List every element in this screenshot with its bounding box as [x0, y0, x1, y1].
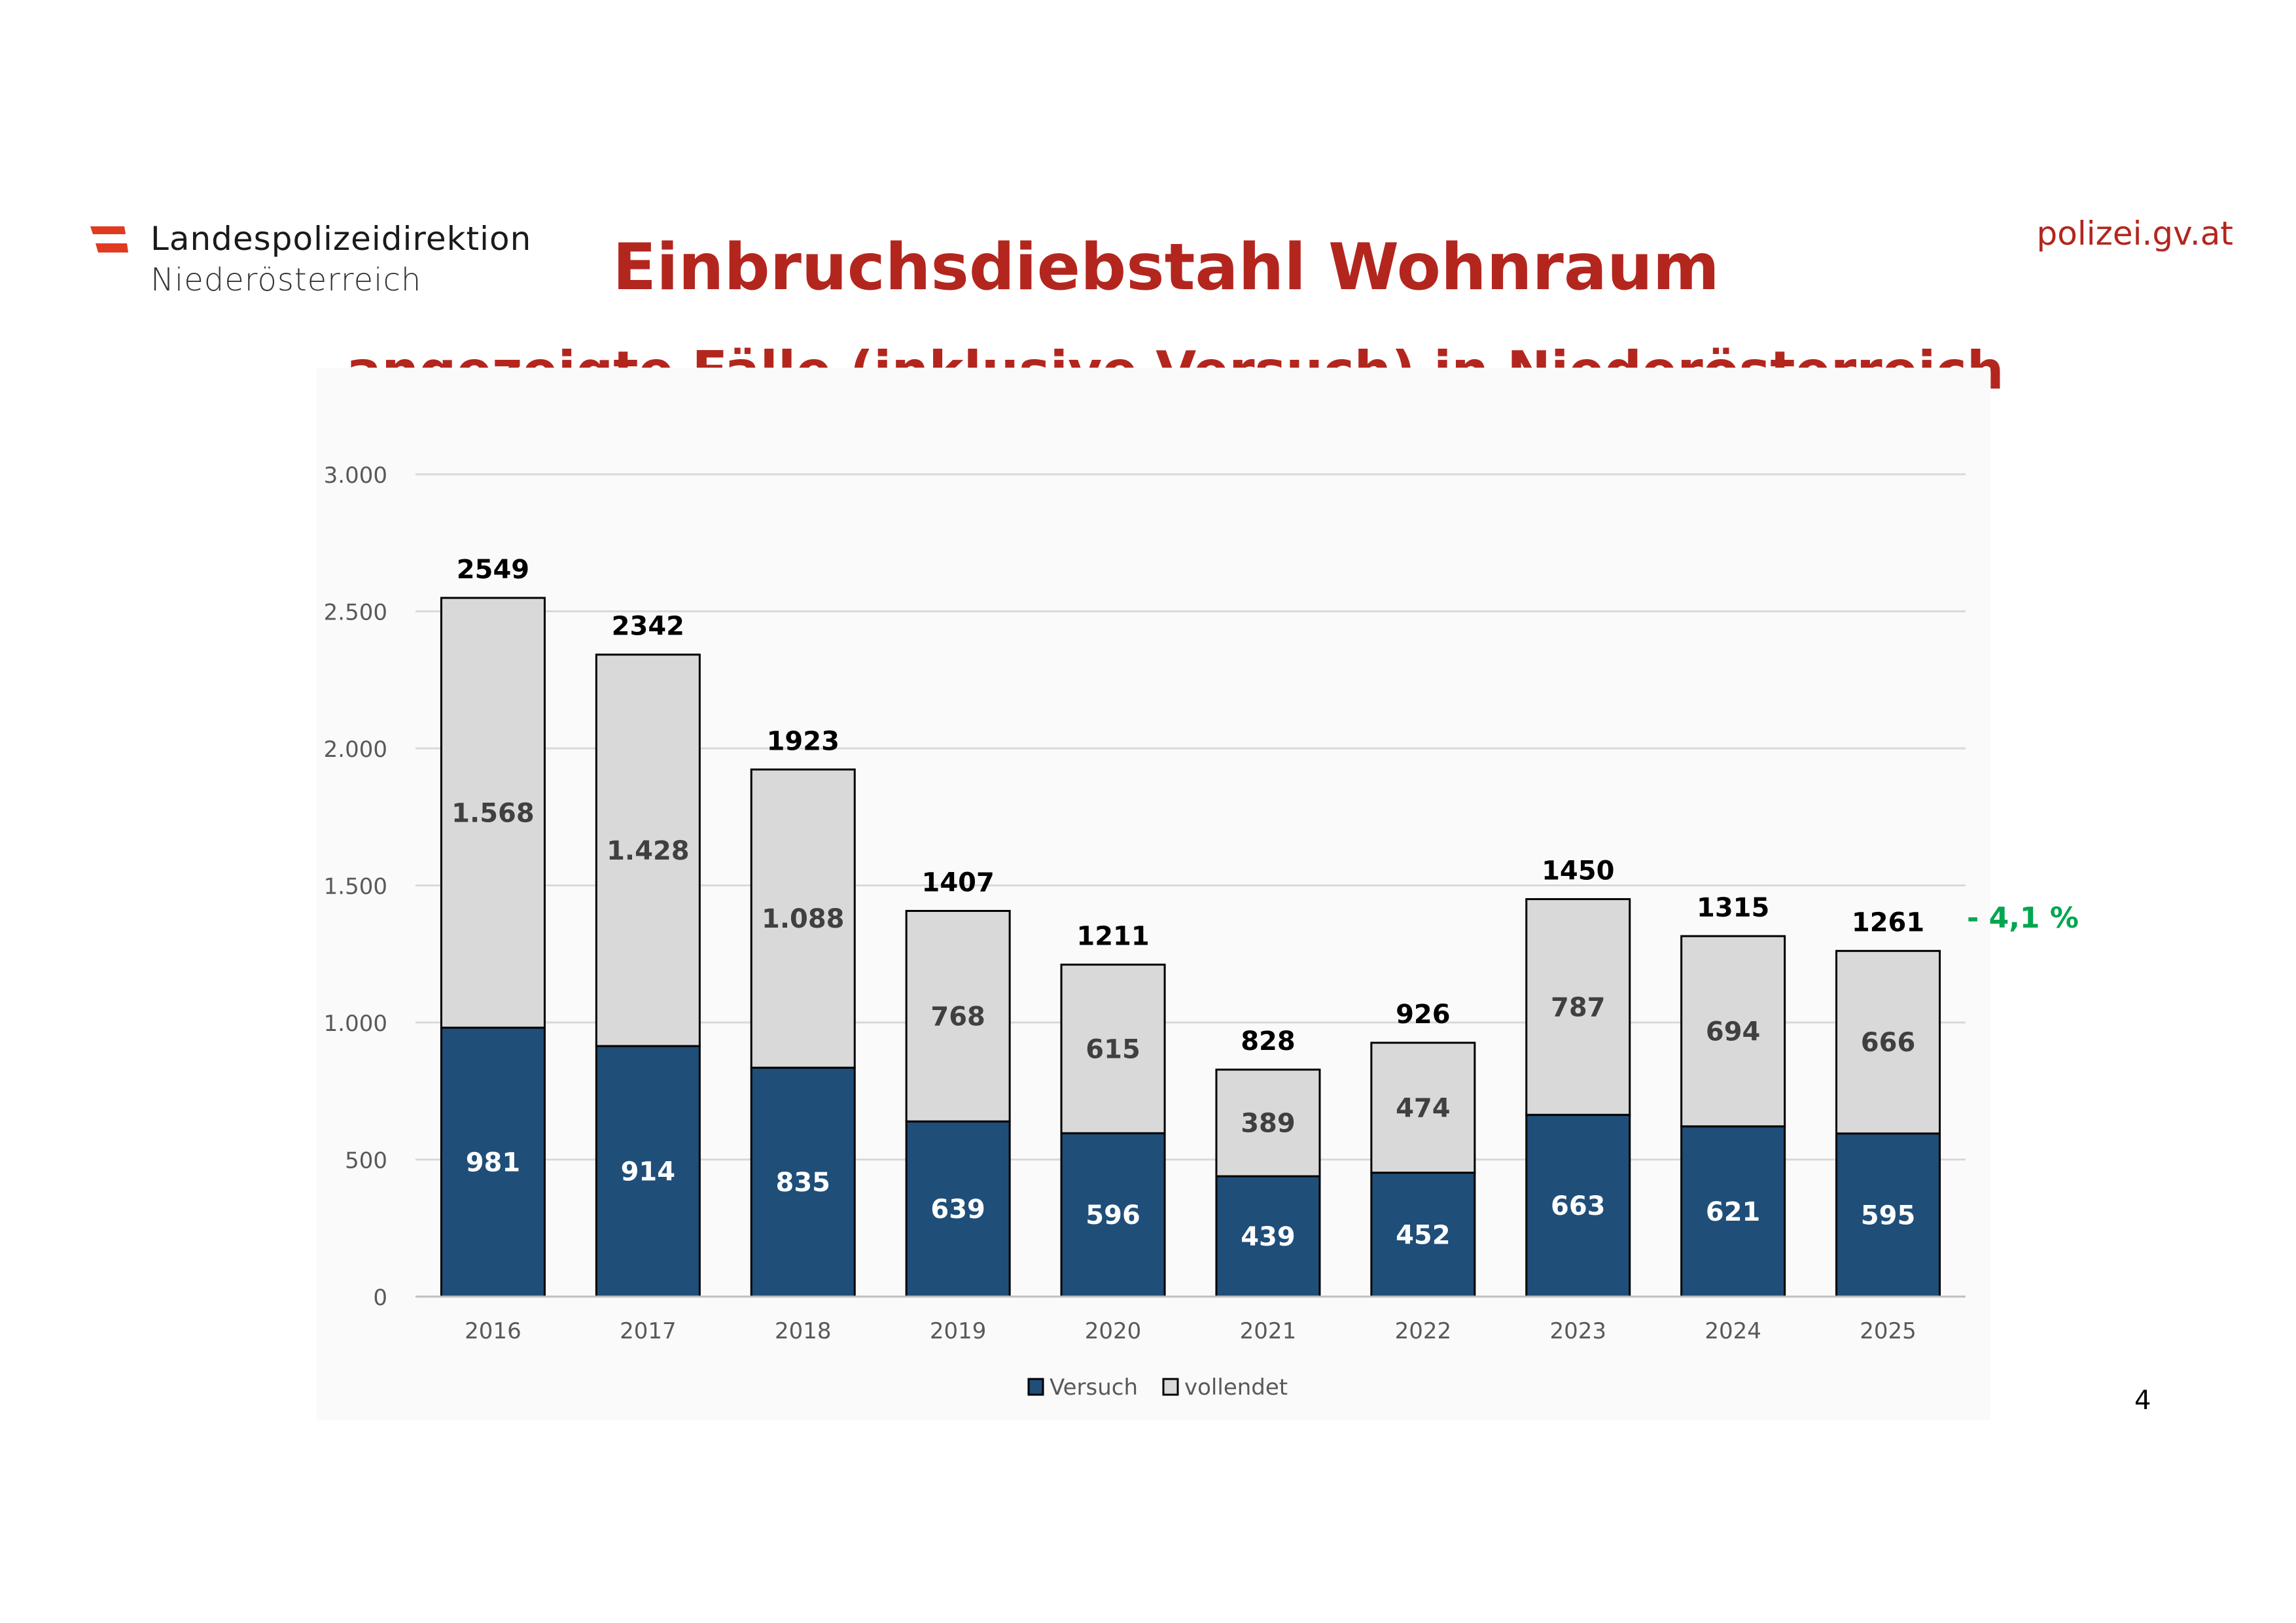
data-label-vollendet: 768 — [930, 1002, 985, 1032]
total-label: 828 — [1241, 1026, 1296, 1056]
data-label-versuch: 914 — [621, 1157, 676, 1187]
total-label: 1315 — [1697, 893, 1769, 923]
data-label-versuch: 835 — [776, 1168, 831, 1198]
y-tick-label: 1.000 — [324, 1011, 387, 1037]
legend-label-versuch: Versuch — [1050, 1374, 1138, 1401]
data-label-vollendet: 474 — [1396, 1093, 1451, 1123]
y-tick-label: 1.500 — [324, 874, 387, 900]
data-label-vollendet: 787 — [1551, 992, 1606, 1022]
bar-versuch — [1835, 1132, 1941, 1298]
bar-versuch — [905, 1120, 1011, 1298]
total-label: 2549 — [457, 555, 529, 585]
x-tick-label: 2023 — [1549, 1318, 1606, 1344]
legend-swatch-vollendet — [1162, 1378, 1179, 1396]
y-tick-label: 2.000 — [324, 737, 387, 763]
x-tick-label: 2021 — [1240, 1318, 1297, 1344]
data-label-vollendet: 1.088 — [762, 904, 845, 934]
data-label-vollendet: 1.428 — [607, 836, 690, 866]
total-label: 926 — [1396, 1000, 1451, 1030]
x-tick-label: 2025 — [1860, 1318, 1916, 1344]
data-label-versuch: 621 — [1706, 1197, 1761, 1227]
data-label-versuch: 981 — [466, 1147, 521, 1178]
legend-label-vollendet: vollendet — [1184, 1374, 1288, 1401]
bar-vollendet — [1215, 1068, 1321, 1178]
legend-swatch-versuch — [1027, 1378, 1044, 1396]
data-label-vollendet: 1.568 — [451, 798, 535, 828]
bar-vollendet — [1370, 1041, 1476, 1174]
site-url: polizei.gv.at — [2036, 215, 2234, 253]
bar-vollendet — [1060, 964, 1166, 1134]
bar-versuch — [595, 1045, 701, 1298]
data-label-versuch: 596 — [1086, 1200, 1140, 1230]
data-label-versuch: 439 — [1241, 1222, 1296, 1252]
bar-vollendet — [595, 654, 701, 1047]
page-number: 4 — [2134, 1386, 2151, 1416]
bar-vollendet — [750, 768, 856, 1069]
x-tick-label: 2018 — [775, 1318, 832, 1344]
total-label: 1211 — [1076, 922, 1149, 952]
bar-vollendet — [905, 909, 1011, 1123]
y-tick-label: 0 — [373, 1285, 387, 1311]
x-tick-label: 2022 — [1395, 1318, 1452, 1344]
data-label-versuch: 595 — [1861, 1200, 1916, 1230]
data-label-vollendet: 666 — [1861, 1028, 1916, 1058]
total-label: 1450 — [1542, 856, 1614, 886]
data-label-versuch: 452 — [1396, 1220, 1451, 1250]
total-label: 1261 — [1852, 908, 1924, 938]
bar-vollendet — [1525, 898, 1631, 1116]
total-label: 1923 — [767, 726, 839, 756]
x-tick-label: 2017 — [620, 1318, 677, 1344]
data-label-versuch: 663 — [1551, 1191, 1606, 1221]
data-label-versuch: 639 — [930, 1195, 985, 1225]
bar-vollendet — [1680, 935, 1786, 1128]
page-title: Einbruchsdiebstahl Wohnraum — [612, 230, 1720, 305]
austria-flag-stripes-icon — [90, 226, 128, 253]
change-annotation: - 4,1 % — [1967, 901, 2079, 935]
data-label-vollendet: 389 — [1241, 1109, 1296, 1139]
y-tick-label: 3.000 — [324, 462, 387, 489]
total-label: 1407 — [921, 867, 994, 898]
data-label-vollendet: 615 — [1086, 1034, 1140, 1064]
logo-line1: Landespolizeidirektion — [150, 220, 532, 258]
bar-vollendet — [1835, 950, 1941, 1135]
data-label-vollendet: 694 — [1706, 1017, 1761, 1047]
bar-versuch — [1215, 1175, 1321, 1298]
logo-line2: Niederösterreich — [150, 262, 422, 298]
x-tick-label: 2024 — [1704, 1318, 1761, 1344]
x-tick-label: 2019 — [930, 1318, 987, 1344]
bar-vollendet — [440, 597, 546, 1029]
bar-versuch — [750, 1066, 856, 1298]
x-tick-label: 2020 — [1085, 1318, 1142, 1344]
y-tick-label: 500 — [345, 1148, 387, 1174]
bar-versuch — [440, 1026, 546, 1298]
total-label: 2342 — [612, 612, 684, 642]
bar-versuch — [1525, 1113, 1631, 1298]
y-tick-label: 2.500 — [324, 600, 387, 626]
x-tick-label: 2016 — [465, 1318, 521, 1344]
